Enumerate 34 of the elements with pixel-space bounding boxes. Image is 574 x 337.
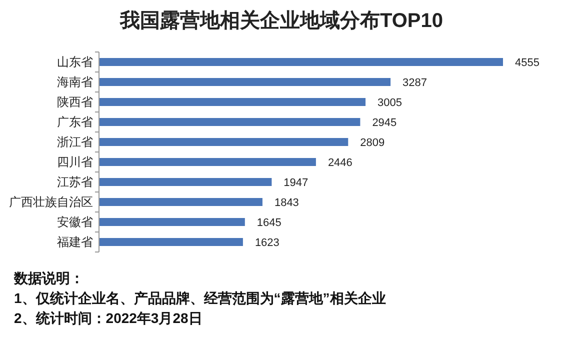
bar	[99, 118, 360, 126]
y-tick-label: 海南省	[57, 75, 93, 89]
y-tick-label: 广西壮族自治区	[9, 195, 93, 209]
data-label: 3287	[402, 77, 428, 89]
data-label: 2945	[372, 117, 397, 129]
y-tick-label: 陕西省	[57, 95, 93, 109]
text: 2、统计时间：2022年3月28日	[14, 310, 202, 326]
bar	[99, 78, 391, 86]
y-tick-label: 广东省	[57, 115, 93, 129]
y-tick-label: 山东省	[57, 55, 93, 69]
bar	[99, 198, 262, 206]
y-tick-label: 安徽省	[57, 215, 93, 229]
bar	[99, 238, 243, 246]
bar	[99, 58, 503, 66]
chart-title: 我国露营地相关企业地域分布TOP10	[119, 9, 443, 32]
y-tick-label: 四川省	[57, 155, 93, 169]
data-label: 4555	[515, 57, 540, 69]
data-label: 2446	[328, 157, 352, 169]
data-label: 2809	[360, 137, 385, 149]
y-tick-label: 江苏省	[57, 175, 93, 189]
data-label: 1645	[256, 217, 282, 229]
data-label: 1947	[284, 177, 308, 189]
y-tick-label: 福建省	[57, 235, 93, 249]
y-tick-label: 浙江省	[57, 135, 93, 149]
data-label: 1843	[274, 197, 299, 209]
bar	[99, 218, 245, 226]
bar	[99, 98, 366, 106]
bar	[99, 158, 316, 166]
data-label: 1623	[254, 237, 280, 249]
bar	[99, 138, 348, 146]
text: 1、仅统计企业名、产品品牌、经营范围为“露营地”相关企业	[14, 290, 386, 306]
bar	[99, 178, 272, 186]
text: 数据说明：	[13, 270, 84, 286]
data-label: 3005	[378, 97, 402, 109]
